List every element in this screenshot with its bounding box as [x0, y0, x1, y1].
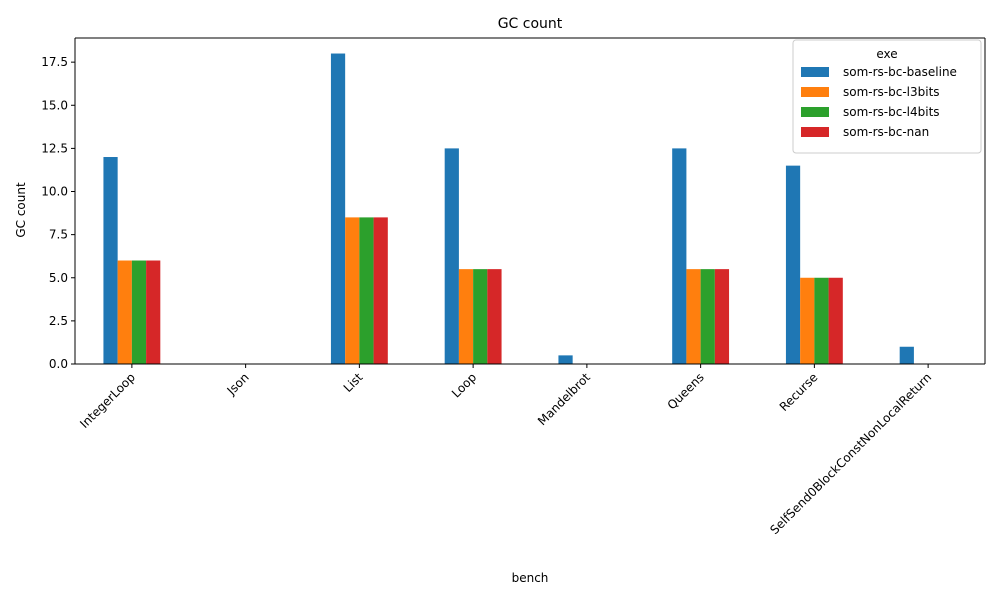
legend-swatch [801, 127, 829, 137]
bar-som-rs-bc-baseline-List [330, 53, 346, 365]
bar-som-rs-bc-nan-Recurse [828, 277, 843, 364]
y-tick-label: 7.5 [49, 228, 68, 242]
bar-som-rs-bc-l3bits-Recurse [800, 277, 815, 364]
y-tick-label: 2.5 [49, 314, 68, 328]
x-tick-label: List [341, 370, 366, 395]
bar-som-rs-bc-l3bits-IntegerLoop [117, 260, 132, 364]
legend-frame [792, 39, 982, 154]
legend-swatch [801, 67, 829, 77]
bar-som-rs-bc-nan-Queens [714, 269, 730, 364]
y-tick-label: 10.0 [41, 185, 68, 199]
bar-som-rs-bc-baseline-Queens [672, 148, 687, 364]
bar-som-rs-bc-l4bits-IntegerLoop [131, 260, 147, 364]
x-tick-label: Mandelbrot [535, 370, 593, 428]
bar-som-rs-bc-l4bits-Queens [700, 269, 715, 364]
legend-swatch [801, 107, 829, 117]
legend-label: som-rs-bc-baseline [843, 65, 957, 79]
bar-som-rs-bc-nan-List [373, 217, 388, 364]
bar-som-rs-bc-l3bits-List [345, 217, 360, 364]
legend-title: exe [876, 47, 897, 61]
bar-som-rs-bc-l4bits-Recurse [814, 277, 829, 364]
bar-som-rs-bc-baseline-SelfSend0BlockConstNonLocalReturn [899, 346, 914, 364]
bar-som-rs-bc-nan-IntegerLoop [146, 260, 161, 364]
chart-title: GC count [498, 16, 563, 32]
y-tick-label: 17.5 [41, 55, 68, 69]
legend-label: som-rs-bc-nan [843, 125, 929, 139]
y-tick-label: 5.0 [49, 271, 68, 285]
x-tick-label: Json [224, 370, 252, 398]
y-tick-label: 0.0 [49, 357, 68, 371]
bar-som-rs-bc-l3bits-Queens [686, 269, 701, 364]
bar-som-rs-bc-baseline-Loop [444, 148, 459, 364]
bar-som-rs-bc-nan-Loop [487, 269, 502, 364]
bar-som-rs-bc-l3bits-Loop [458, 269, 474, 364]
x-axis-label: bench [512, 571, 549, 585]
legend-label: som-rs-bc-l4bits [843, 105, 940, 119]
bar-som-rs-bc-baseline-Mandelbrot [558, 355, 573, 364]
legend-swatch [801, 87, 829, 97]
bar-som-rs-bc-l4bits-Loop [473, 269, 488, 364]
y-axis-label: GC count [14, 182, 28, 238]
x-tick-label: Loop [449, 370, 479, 400]
x-tick-label: IntegerLoop [77, 370, 138, 431]
x-tick-label: Recurse [777, 370, 821, 414]
y-tick-label: 15.0 [41, 98, 68, 112]
x-tick-label: Queens [665, 370, 707, 412]
bar-som-rs-bc-baseline-Recurse [785, 165, 801, 364]
legend: exe som-rs-bc-baseline som-rs-bc-l3bits so… [792, 39, 982, 154]
bar-som-rs-bc-baseline-IntegerLoop [103, 157, 118, 364]
y-tick-label: 12.5 [41, 141, 68, 155]
legend-label: som-rs-bc-l3bits [843, 85, 940, 99]
bar-som-rs-bc-l4bits-List [359, 217, 374, 364]
